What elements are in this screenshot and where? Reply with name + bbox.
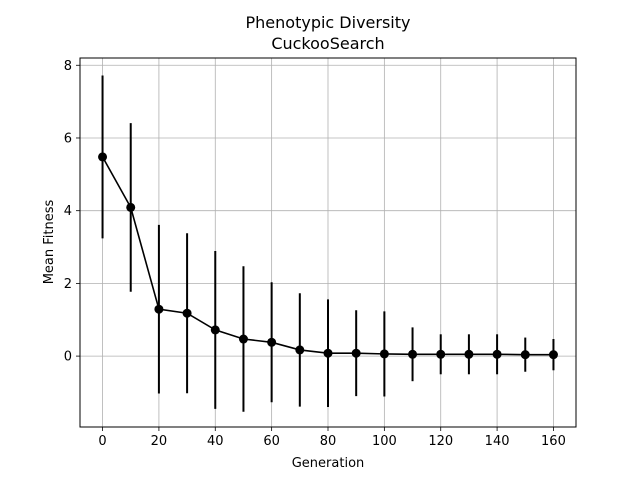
data-point (182, 308, 192, 318)
data-point (126, 202, 136, 212)
data-point (98, 152, 108, 162)
data-point (520, 350, 530, 360)
data-point (154, 304, 164, 314)
x-axis-ticks: 0 20 40 60 80 100 120 140 160 (98, 427, 566, 449)
data-point (323, 348, 333, 358)
x-tick-label: 160 (541, 434, 566, 449)
x-axis-label: Generation (292, 456, 365, 471)
data-point (267, 337, 277, 347)
chart-subtitle: CuckooSearch (271, 34, 384, 53)
y-tick-label: 4 (64, 204, 72, 219)
data-point (351, 348, 361, 358)
data-point (464, 349, 474, 359)
x-tick-label: 100 (372, 434, 397, 449)
data-point (436, 349, 446, 359)
x-tick-label: 60 (263, 434, 280, 449)
grid (80, 58, 576, 427)
x-tick-label: 0 (98, 434, 106, 449)
y-tick-label: 8 (64, 59, 72, 74)
y-tick-label: 0 (64, 350, 72, 365)
x-tick-label: 120 (428, 434, 453, 449)
y-tick-label: 2 (64, 277, 72, 292)
x-tick-label: 40 (207, 434, 224, 449)
data-point (492, 349, 502, 359)
data-point (379, 349, 389, 359)
data-points (98, 152, 558, 360)
y-axis-label: Mean Fitness (42, 199, 57, 284)
data-point (295, 345, 305, 355)
chart-title: Phenotypic Diversity (246, 13, 411, 32)
x-tick-label: 20 (151, 434, 168, 449)
x-tick-label: 140 (485, 434, 510, 449)
data-point (548, 350, 558, 360)
y-tick-label: 6 (64, 131, 72, 146)
x-tick-label: 80 (320, 434, 337, 449)
y-axis-ticks: 0 2 4 6 8 (64, 59, 80, 365)
data-point (238, 334, 248, 344)
data-point (210, 325, 220, 335)
data-point (408, 349, 418, 359)
